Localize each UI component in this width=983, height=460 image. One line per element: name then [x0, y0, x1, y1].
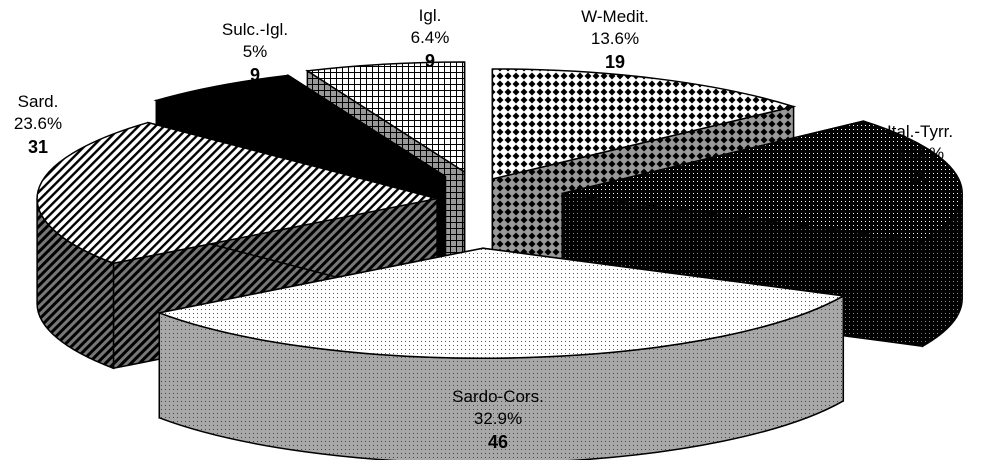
slice-percent-label: 23.6%	[14, 114, 62, 133]
slice-percent-label: 5%	[243, 42, 268, 61]
slice-name-label: Ital.-Tyrr.	[887, 122, 953, 141]
slice-count-label: 9	[425, 51, 435, 71]
slice-percent-label: 6.4%	[411, 28, 450, 47]
slice-name-label: Sulc.-Igl.	[222, 20, 288, 39]
slice-percent-label: 18.6%	[896, 144, 944, 163]
slice-name-label: Sardo-Cors.	[452, 387, 544, 406]
slice-percent-label: 13.6%	[591, 29, 639, 48]
slice-name-label: Igl.	[419, 6, 442, 25]
slice-count-label: 31	[28, 137, 48, 157]
slice-count-label: 26	[910, 167, 930, 187]
slice-count-label: 9	[250, 65, 260, 85]
slice-ital-tyrr	[562, 120, 963, 243]
label-igl: Igl. 6.4% 9	[411, 6, 450, 71]
label-sard: Sard. 23.6% 31	[14, 92, 62, 157]
label-sardo-cors: Sardo-Cors. 32.9% 46	[452, 387, 544, 452]
label-sulc-igl: Sulc.-Igl. 5% 9	[222, 20, 288, 85]
pie-slice-tops	[36, 61, 963, 359]
label-ital-tyrr: Ital.-Tyrr. 18.6% 26	[887, 122, 953, 187]
slice-sulc-igl	[153, 74, 446, 178]
slice-name-label: Sard.	[18, 92, 59, 111]
slice-percent-label: 32.9%	[474, 409, 522, 428]
slice-sardo-cors	[156, 247, 846, 359]
slice-sard	[36, 121, 438, 265]
slice-count-label: 46	[488, 432, 508, 452]
pie-labels: W-Medit. 13.6% 19 Ital.-Tyrr. 18.6% 26 Sardo-C…	[14, 6, 953, 452]
slice-igl	[305, 61, 466, 174]
slice-count-label: 19	[605, 52, 625, 72]
label-w-medit: W-Medit. 13.6% 19	[581, 7, 649, 72]
slice-name-label: W-Medit.	[581, 7, 649, 26]
slice-w-medit	[491, 68, 797, 180]
